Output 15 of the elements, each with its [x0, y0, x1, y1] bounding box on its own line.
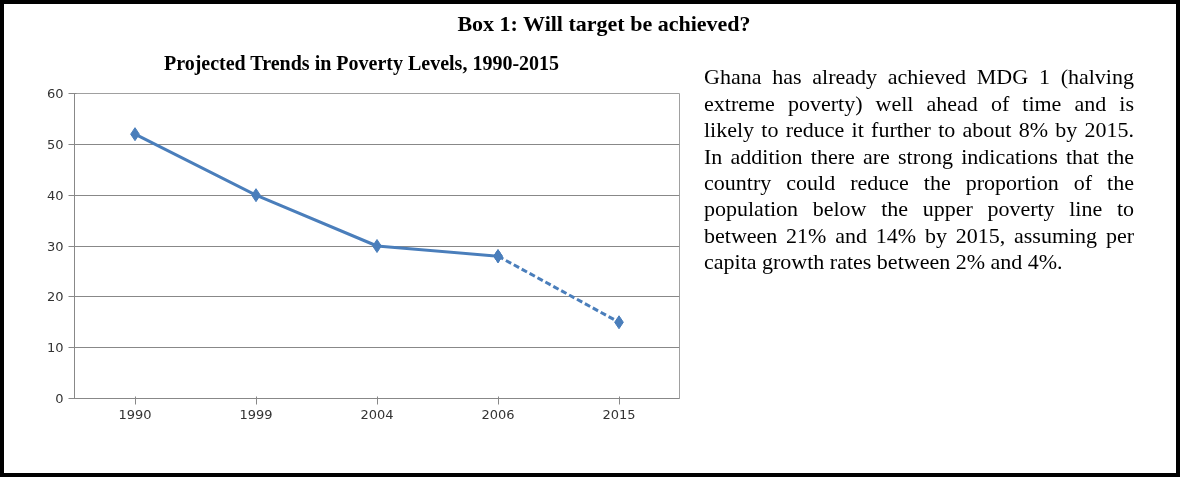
- y-tick-label: 20: [46, 289, 64, 305]
- chart-subtitle: Projected Trends in Poverty Levels, 1990-2015: [163, 51, 560, 77]
- chart-title: Box 1: Will target be achieved?: [457, 10, 751, 38]
- x-tick-label: 2004: [360, 406, 394, 422]
- y-tick-label: 30: [46, 238, 64, 254]
- y-tick-label: 10: [46, 340, 64, 356]
- x-tick-label: 2006: [481, 406, 515, 422]
- y-tick-label: 60: [46, 85, 64, 101]
- x-tick-label: 2015: [602, 406, 636, 422]
- text: Ghana has already achieved MDG 1 (halving extreme poverty) well ahead of time and is likely to reduce it further to about 8% by 2015. In addition there are strong indications that the country could reduce the proportion of the population below the upper poverty line to between 21% and 14% by 2015, assuming per capita growth rates between 2% and 4%.: [704, 64, 1134, 276]
- x-tick-label: 1999: [239, 406, 273, 422]
- x-tick-label: 1990: [118, 406, 152, 422]
- y-tick-label: 40: [46, 187, 64, 203]
- y-tick-label: 0: [55, 390, 64, 406]
- y-tick-label: 50: [46, 136, 64, 152]
